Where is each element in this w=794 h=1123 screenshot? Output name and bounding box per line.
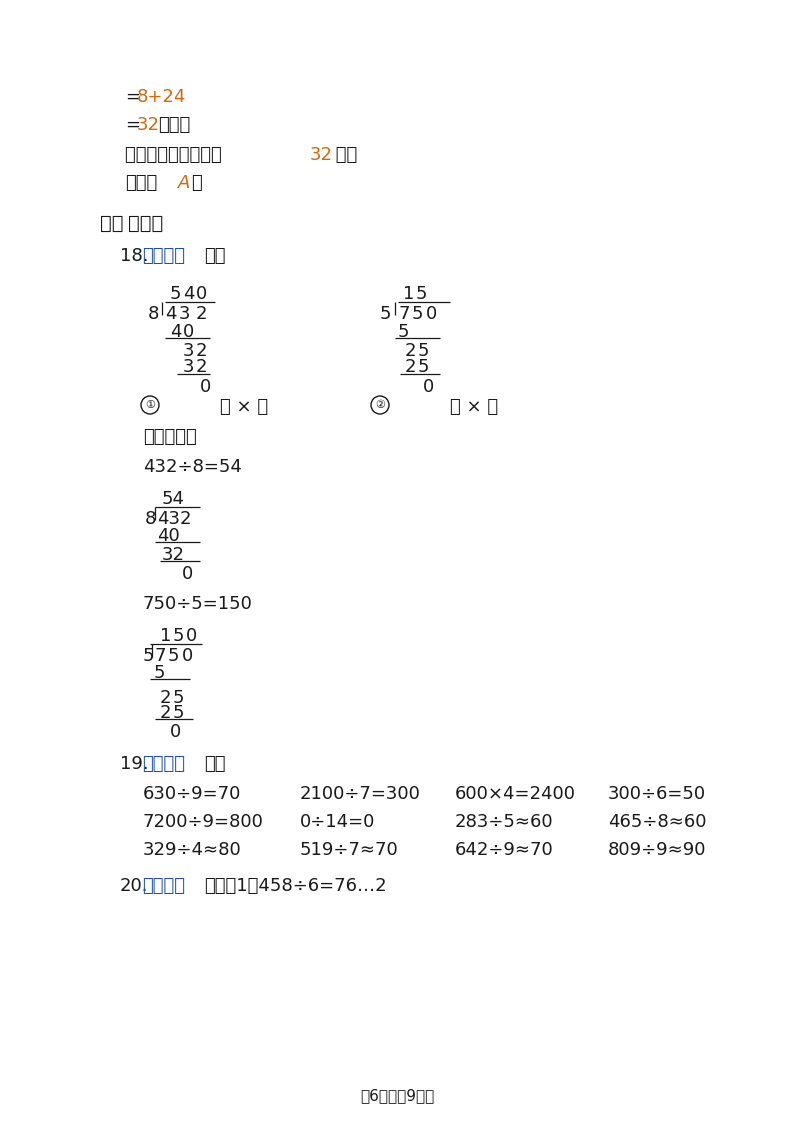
Text: 5: 5 [380,305,391,323]
Text: 【解答】: 【解答】 [142,877,185,895]
Text: 1: 1 [160,627,172,645]
Text: 519÷7≈70: 519÷7≈70 [300,841,399,859]
Text: 2: 2 [160,690,172,707]
Text: 【解答】: 【解答】 [142,755,185,773]
Text: 0: 0 [200,378,211,396]
Text: ．: ． [191,174,202,192]
Text: 3: 3 [179,305,191,323]
Text: 0: 0 [182,647,193,665]
Text: 5: 5 [154,664,165,682]
Text: 54: 54 [162,490,185,508]
Text: =: = [125,116,140,134]
Text: 解：（1）458÷6=76…2: 解：（1）458÷6=76…2 [204,877,387,895]
Text: 0: 0 [426,305,437,323]
Text: 4: 4 [170,323,182,341]
Text: 7: 7 [398,305,410,323]
Text: 18.: 18. [120,247,148,265]
Text: 辨一辨: 辨一辨 [128,214,164,232]
Text: 32: 32 [162,546,185,564]
Text: 0: 0 [186,627,197,645]
Text: 0: 0 [196,285,207,303]
Text: 0: 0 [170,723,181,741]
Text: 7: 7 [154,647,165,665]
Text: 40: 40 [157,527,179,545]
Text: 20.: 20. [120,877,148,895]
Text: 【解答】: 【解答】 [142,247,185,265]
Text: 0÷14=0: 0÷14=0 [300,813,376,831]
Text: 809÷9≈90: 809÷9≈90 [608,841,707,859]
Text: 300÷6=50: 300÷6=50 [608,785,706,803]
Text: （米）: （米） [158,116,191,134]
Text: 5: 5 [418,358,430,376]
Text: 解：: 解： [204,247,225,265]
Text: 4: 4 [183,285,195,303]
Text: 3: 3 [183,358,195,376]
Text: 432: 432 [157,510,191,528]
Text: 19.: 19. [120,755,148,773]
Text: 2: 2 [160,704,172,722]
Text: 600×4=2400: 600×4=2400 [455,785,576,803]
Text: 5: 5 [170,285,182,303]
Text: 5: 5 [143,647,155,665]
Text: 0: 0 [423,378,434,396]
Text: 0: 0 [182,565,193,583]
Text: 2: 2 [405,343,417,360]
Text: 2: 2 [405,358,417,376]
Text: 630÷9=70: 630÷9=70 [143,785,241,803]
Text: （ × ）: （ × ） [220,398,268,416]
Text: 5: 5 [416,285,427,303]
Text: 329÷4≈80: 329÷4≈80 [143,841,241,859]
Text: 2100÷7=300: 2100÷7=300 [300,785,421,803]
Text: 5: 5 [168,647,179,665]
Text: 5: 5 [173,690,184,707]
Text: 32: 32 [137,116,160,134]
Text: 750÷5=150: 750÷5=150 [143,595,252,613]
Text: 8: 8 [145,510,156,528]
Text: 283÷5≈60: 283÷5≈60 [455,813,553,831]
Text: ②: ② [375,400,385,410]
Text: 1: 1 [403,285,414,303]
Text: 5: 5 [418,343,430,360]
Text: 2: 2 [196,305,207,323]
Text: 5: 5 [412,305,423,323]
Text: 5: 5 [173,704,184,722]
Text: 0: 0 [183,323,195,341]
Text: 8: 8 [148,305,160,323]
Text: 432÷8=54: 432÷8=54 [143,458,242,476]
Text: 三．: 三． [100,214,124,232]
Text: （ × ）: （ × ） [450,398,498,416]
Text: 4: 4 [165,305,176,323]
Text: 米．: 米． [330,146,357,164]
Text: 解：: 解： [204,755,225,773]
Text: 3: 3 [183,343,195,360]
Text: 32: 32 [310,146,333,164]
Text: 7200÷9=800: 7200÷9=800 [143,813,264,831]
Text: 5: 5 [398,323,410,341]
Text: 8+24: 8+24 [137,88,187,106]
Text: 2: 2 [196,358,207,376]
Text: =: = [125,88,140,106]
Text: 故选：: 故选： [125,174,157,192]
Text: 答：这两根绳一共长: 答：这两根绳一共长 [125,146,228,164]
Text: 改正如下：: 改正如下： [143,428,197,446]
Text: 642÷9≈70: 642÷9≈70 [455,841,553,859]
Text: 2: 2 [196,343,207,360]
Text: 465÷8≈60: 465÷8≈60 [608,813,707,831]
Text: 第6页（兲9页）: 第6页（兲9页） [360,1088,434,1103]
Text: 5: 5 [173,627,184,645]
Text: A: A [178,174,191,192]
Text: ①: ① [145,400,155,410]
